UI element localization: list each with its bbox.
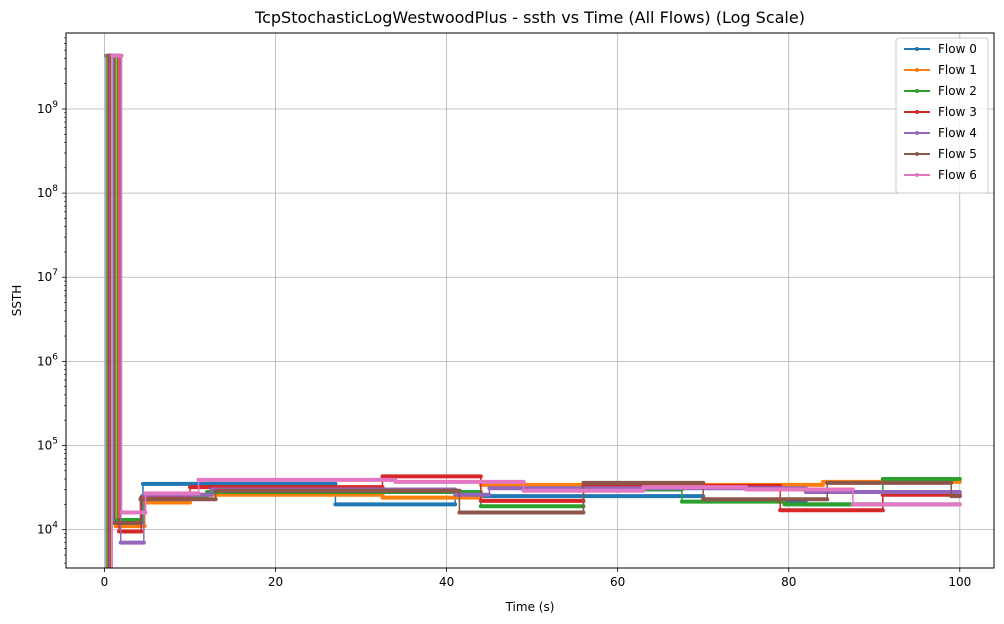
legend-marker bbox=[915, 152, 919, 156]
x-tick-label: 20 bbox=[268, 575, 283, 589]
legend-label: Flow 6 bbox=[938, 168, 977, 182]
x-tick-label: 100 bbox=[948, 575, 971, 589]
axis-ticks: 0 20 40 60 80 100 104 105 106 107 108 109 bbox=[37, 37, 971, 589]
series-line-flow-0 bbox=[105, 54, 960, 568]
legend-label: Flow 3 bbox=[938, 105, 977, 119]
series-line-flow-6 bbox=[111, 54, 960, 568]
legend-label: Flow 5 bbox=[938, 147, 977, 161]
legend-label: Flow 0 bbox=[938, 42, 977, 56]
x-axis-label: Time (s) bbox=[505, 600, 555, 614]
legend-label: Flow 2 bbox=[938, 84, 977, 98]
y-tick-label: 106 bbox=[37, 352, 58, 368]
x-tick-label: 60 bbox=[610, 575, 625, 589]
series-line-flow-3 bbox=[108, 54, 960, 568]
plot-frame bbox=[65, 32, 995, 569]
legend-marker bbox=[915, 131, 919, 135]
legend-marker bbox=[915, 68, 919, 72]
y-tick-label: 105 bbox=[37, 437, 58, 453]
legend-label: Flow 4 bbox=[938, 126, 977, 140]
x-tick-label: 80 bbox=[781, 575, 796, 589]
series-line-flow-2 bbox=[107, 54, 960, 568]
y-tick-label: 107 bbox=[37, 268, 58, 284]
x-tick-label: 0 bbox=[101, 575, 109, 589]
series-line-flow-1 bbox=[106, 54, 960, 568]
legend-marker bbox=[915, 173, 919, 177]
legend-marker bbox=[915, 89, 919, 93]
y-axis-label: SSTH bbox=[10, 285, 24, 317]
legend: Flow 0 Flow 1 Flow 2 Flow 3 Flow 4 Flow 5 Flow… bbox=[895, 37, 989, 194]
legend-label: Flow 1 bbox=[938, 63, 977, 77]
y-tick-label: 108 bbox=[37, 184, 58, 200]
legend-marker bbox=[915, 47, 919, 51]
x-tick-label: 40 bbox=[439, 575, 454, 589]
chart-title: TcpStochasticLogWestwoodPlus - ssth vs T… bbox=[254, 8, 805, 27]
y-tick-label: 104 bbox=[37, 521, 58, 537]
series-line-flow-5 bbox=[109, 54, 960, 568]
legend-marker bbox=[915, 110, 919, 114]
series-line-flow-4 bbox=[108, 54, 960, 568]
y-tick-label: 109 bbox=[37, 100, 58, 116]
series-layer bbox=[104, 53, 962, 568]
